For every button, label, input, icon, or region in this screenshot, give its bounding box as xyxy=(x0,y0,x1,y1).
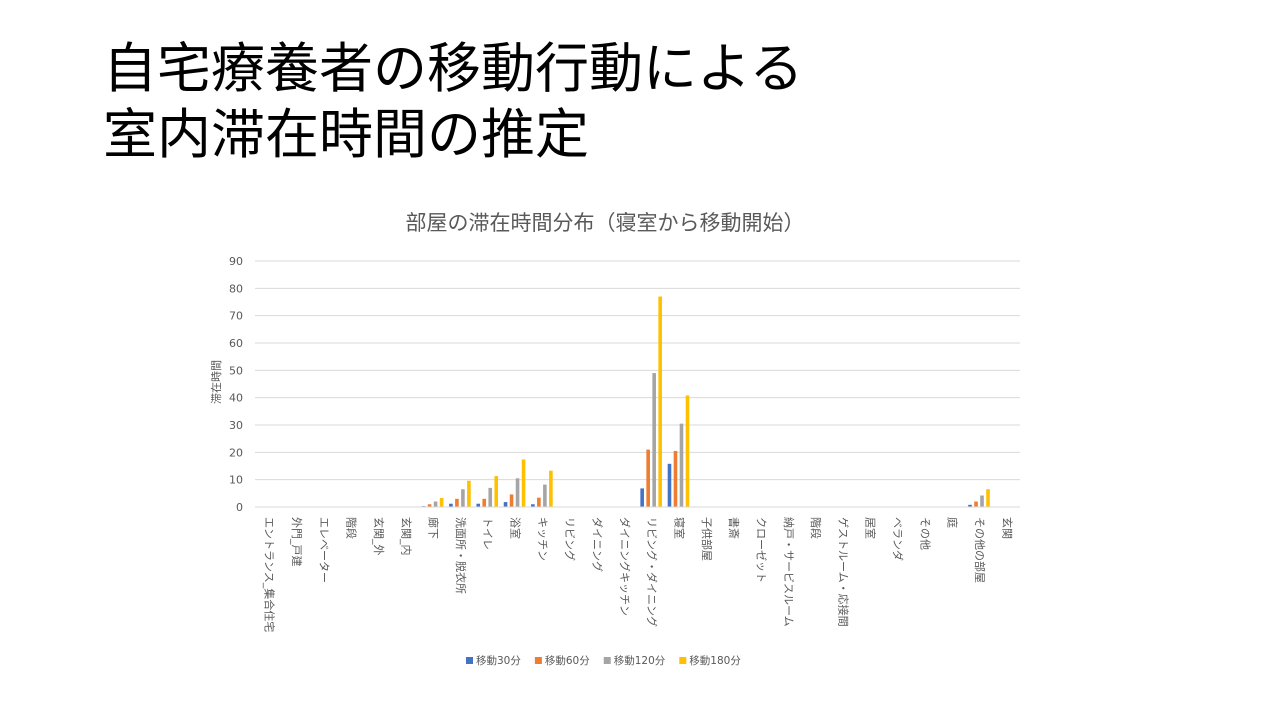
legend-swatch-3 xyxy=(603,657,611,664)
x-category-label-6: 玄関_内 xyxy=(399,517,413,556)
x-category-label-20: 納戸・サービスルーム xyxy=(782,517,795,627)
bar-series1-cat27 xyxy=(968,504,972,507)
bar-series4-cat27 xyxy=(986,489,990,507)
y-tick-label-70: 70 xyxy=(229,310,243,323)
x-category-label-27: その他の部屋 xyxy=(973,517,987,583)
legend-label-2: 移動60分 xyxy=(545,654,590,667)
x-category-label-9: トイレ xyxy=(481,517,494,550)
legend-label-3: 移動120分 xyxy=(614,654,666,667)
x-category-label-18: 書斎 xyxy=(727,517,741,539)
x-category-label-13: ダイニング xyxy=(591,517,605,572)
x-axis-category-labels: エントランス_集合住宅 外門_戸建 エレベーター 階段 玄関_外 玄関_内 廊下 洗面所・脱衣… xyxy=(263,517,1015,632)
bar-series3-cat16 xyxy=(679,423,684,507)
bar-series4-cat7 xyxy=(439,497,444,507)
x-category-label-2: 外門_戸建 xyxy=(290,517,304,567)
y-tick-label-20: 20 xyxy=(229,446,243,459)
bar-series2-cat7 xyxy=(427,504,432,507)
bar-series1-cat10 xyxy=(503,502,508,507)
bar-series4-cat9 xyxy=(494,476,499,507)
y-tick-label-80: 80 xyxy=(229,282,243,295)
x-category-label-21: 階段 xyxy=(809,517,823,539)
bar-series2-cat15 xyxy=(646,449,650,507)
bar-series3-cat11 xyxy=(543,484,547,507)
slide-title-line-2: 室内滞在時間の推定 xyxy=(103,103,589,166)
x-category-label-16: 寝室 xyxy=(672,517,686,539)
bar-series3-cat15 xyxy=(652,373,656,507)
x-category-label-26: 庭 xyxy=(946,517,960,528)
bar-series3-cat10 xyxy=(515,478,520,507)
y-tick-label-90: 90 xyxy=(229,255,243,268)
x-category-label-19: クローゼット xyxy=(754,517,767,583)
y-tick-label-50: 50 xyxy=(229,364,243,377)
bar-series4-cat8 xyxy=(467,480,471,507)
x-category-label-4: 階段 xyxy=(345,517,359,539)
bar-series4-cat11 xyxy=(549,470,553,507)
y-tick-label-0: 0 xyxy=(236,501,243,514)
x-category-label-25: その他 xyxy=(918,517,931,550)
x-category-label-17: 子供部屋 xyxy=(700,517,714,561)
chart-title: 部屋の滞在時間分布（寝室から移動開始） xyxy=(406,211,805,235)
x-category-label-24: ベランダ xyxy=(891,517,905,561)
bar-series3-cat9 xyxy=(488,487,493,507)
slide-title-line-1: 自宅療養者の移動行動による xyxy=(103,37,804,100)
x-category-label-3: エレベーター xyxy=(317,517,330,583)
x-category-label-8: 洗面所・脱衣所 xyxy=(454,517,468,594)
y-tick-label-40: 40 xyxy=(229,392,243,405)
y-axis-tick-labels: 0 10 20 30 40 50 60 70 80 90 xyxy=(229,255,243,514)
legend-swatch-2 xyxy=(534,657,542,664)
bar-series3-cat7 xyxy=(433,501,438,507)
x-category-label-22: ゲストルーム・応接間 xyxy=(836,517,850,627)
x-category-label-7: 廊下 xyxy=(427,517,441,539)
x-category-label-15: リビング・ダイニング xyxy=(645,517,659,627)
bar-series2-cat27 xyxy=(974,501,978,507)
y-axis-title: 滞在時間 xyxy=(210,360,223,404)
slide-title: 自宅療養者の移動行動による 室内滞在時間の推定 xyxy=(103,36,1203,168)
y-tick-label-60: 60 xyxy=(229,337,243,350)
bar-series4-cat10 xyxy=(521,459,526,507)
bar-series4-cat15 xyxy=(658,296,662,507)
bar-series2-cat9 xyxy=(482,498,487,507)
bar-series2-cat10 xyxy=(509,494,514,507)
x-category-label-5: 玄関_外 xyxy=(372,517,386,556)
bar-series3-cat8 xyxy=(461,489,465,507)
x-category-label-11: キッチン xyxy=(536,517,549,561)
chart-gridlines xyxy=(255,260,1020,481)
legend-label-1: 移動30分 xyxy=(476,654,521,667)
bar-series1-cat15 xyxy=(640,488,644,507)
bar-series2-cat8 xyxy=(455,498,459,507)
x-category-label-28: 玄関 xyxy=(1000,517,1014,539)
x-category-label-14: ダイニングキッチン xyxy=(618,517,632,616)
bar-series xyxy=(421,296,990,507)
x-category-label-10: 浴室 xyxy=(509,517,523,539)
bar-series3-cat27 xyxy=(980,495,984,507)
bar-series2-cat11 xyxy=(537,497,541,507)
legend-label-4: 移動180分 xyxy=(689,654,741,667)
legend-swatch-1 xyxy=(466,657,473,664)
bar-series4-cat16 xyxy=(685,395,690,507)
bar-series1-cat9 xyxy=(476,503,481,507)
chart-legend: 移動30分 移動60分 移動120分 移動180分 xyxy=(466,654,741,667)
y-tick-label-30: 30 xyxy=(229,419,243,432)
bar-series1-cat11 xyxy=(531,504,535,507)
bar-series1-cat8 xyxy=(449,503,453,507)
y-tick-label-10: 10 xyxy=(229,474,243,487)
x-category-label-12: リビング xyxy=(563,517,577,561)
x-category-label-23: 居室 xyxy=(864,517,878,539)
x-category-label-1: エントランス_集合住宅 xyxy=(263,517,277,632)
bar-series2-cat16 xyxy=(673,450,678,507)
legend-swatch-4 xyxy=(679,657,687,664)
bar-series1-cat16 xyxy=(667,463,672,507)
